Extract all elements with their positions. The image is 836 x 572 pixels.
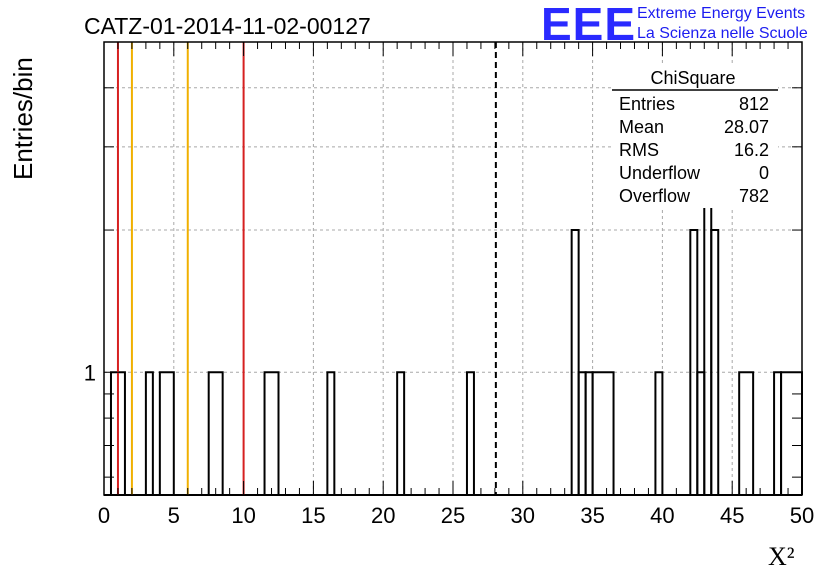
x-tick-label: 25 [441, 503, 465, 528]
stats-value: 0 [759, 163, 769, 183]
x-tick-label: 20 [371, 503, 395, 528]
stats-value: 16.2 [734, 140, 769, 160]
histogram-bin [465, 371, 475, 495]
stats-label: Overflow [619, 186, 691, 206]
histogram-bin [326, 371, 336, 495]
stats-value: 782 [739, 186, 769, 206]
histogram-bin [396, 371, 406, 495]
x-tick-label: 30 [511, 503, 535, 528]
eee-logo: EEE Extreme Energy Events La Scienza nel… [541, 0, 808, 50]
logo-line1: Extreme Energy Events [637, 5, 805, 22]
histogram-bin [158, 371, 175, 495]
stats-label: Entries [619, 94, 675, 114]
histogram-bin [689, 229, 699, 495]
x-tick-label: 45 [720, 503, 744, 528]
x-tick-label: 35 [580, 503, 604, 528]
x-tick-label: 5 [168, 503, 180, 528]
stats-label: Underflow [619, 163, 701, 183]
stats-title: ChiSquare [650, 68, 735, 88]
stats-value: 812 [739, 94, 769, 114]
histogram-bin [263, 371, 280, 495]
histogram-bin [570, 229, 580, 495]
reference-lines [116, 42, 497, 495]
axis-ticks: 0 5 10 15 20 25 30 35 40 45 50 1 [84, 42, 814, 528]
histogram-bin [710, 229, 720, 495]
x-axis-title: X² [768, 542, 795, 571]
stats-value: 28.07 [724, 117, 769, 137]
histogram-bin [144, 371, 154, 495]
stats-box: ChiSquare Entries 812 Mean 28.07 RMS 16.2 Unde… [612, 66, 778, 208]
histogram-bin [591, 371, 615, 495]
x-tick-label: 40 [650, 503, 674, 528]
stats-label: RMS [619, 140, 659, 160]
histogram-bin [738, 371, 755, 495]
chart-title: CATZ-01-2014-11-02-00127 [84, 13, 371, 39]
y-tick-label: 1 [84, 360, 96, 385]
x-tick-label: 10 [231, 503, 255, 528]
y-axis-title: Entries/bin [8, 57, 38, 180]
x-axis-title-text: X² [768, 542, 795, 571]
histogram-bin [654, 371, 664, 495]
stats-label: Mean [619, 117, 664, 137]
histogram-bin [207, 371, 224, 495]
x-tick-label: 0 [98, 503, 110, 528]
x-tick-label: 50 [790, 503, 814, 528]
logo-line2: La Scienza nelle Scuole [637, 25, 808, 42]
x-tick-label: 15 [301, 503, 325, 528]
